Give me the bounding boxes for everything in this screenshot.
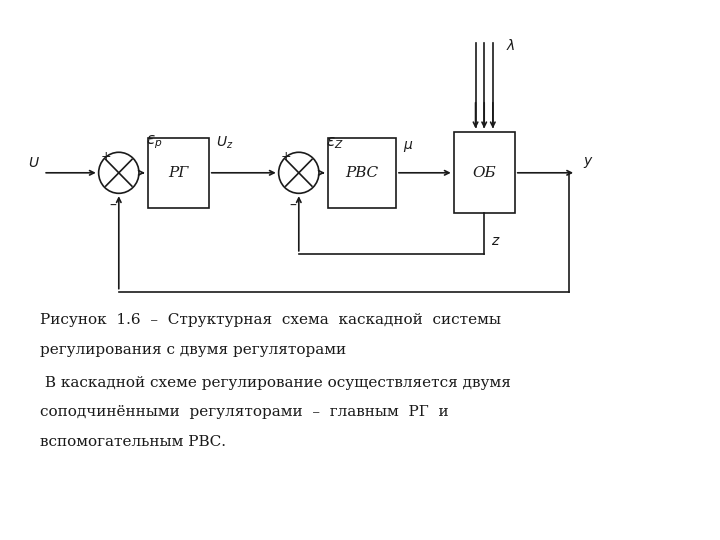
- Text: $\mu$: $\mu$: [403, 139, 413, 154]
- Text: регулирования с двумя регуляторами: регулирования с двумя регуляторами: [40, 343, 346, 357]
- Text: +: +: [281, 150, 292, 163]
- Text: $\varepsilon_Z$: $\varepsilon_Z$: [326, 136, 344, 151]
- Text: В каскадной схеме регулирование осуществляется двумя: В каскадной схеме регулирование осуществ…: [40, 376, 510, 389]
- Bar: [328, 138, 396, 208]
- Text: $U$: $U$: [27, 156, 40, 170]
- Text: вспомогательным РВС.: вспомогательным РВС.: [40, 435, 225, 449]
- Text: $\lambda$: $\lambda$: [505, 38, 516, 53]
- Text: соподчинёнными  регуляторами  –  главным  РГ  и: соподчинёнными регуляторами – главным РГ…: [40, 405, 449, 419]
- Bar: [148, 138, 209, 208]
- Text: $\varepsilon_p$: $\varepsilon_p$: [146, 133, 163, 151]
- Text: $U_z$: $U_z$: [216, 135, 233, 151]
- Text: РГ: РГ: [168, 166, 189, 180]
- Text: ОБ: ОБ: [472, 166, 496, 180]
- Text: –: –: [289, 199, 297, 213]
- Text: –: –: [109, 199, 117, 213]
- Text: Рисунок  1.6  –  Структурная  схема  каскадной  системы: Рисунок 1.6 – Структурная схема каскадно…: [40, 313, 500, 327]
- Text: $y$: $y$: [583, 155, 594, 170]
- Text: РВС: РВС: [345, 166, 379, 180]
- Text: +: +: [101, 150, 112, 163]
- Text: $z$: $z$: [491, 234, 501, 248]
- Bar: [454, 132, 515, 213]
